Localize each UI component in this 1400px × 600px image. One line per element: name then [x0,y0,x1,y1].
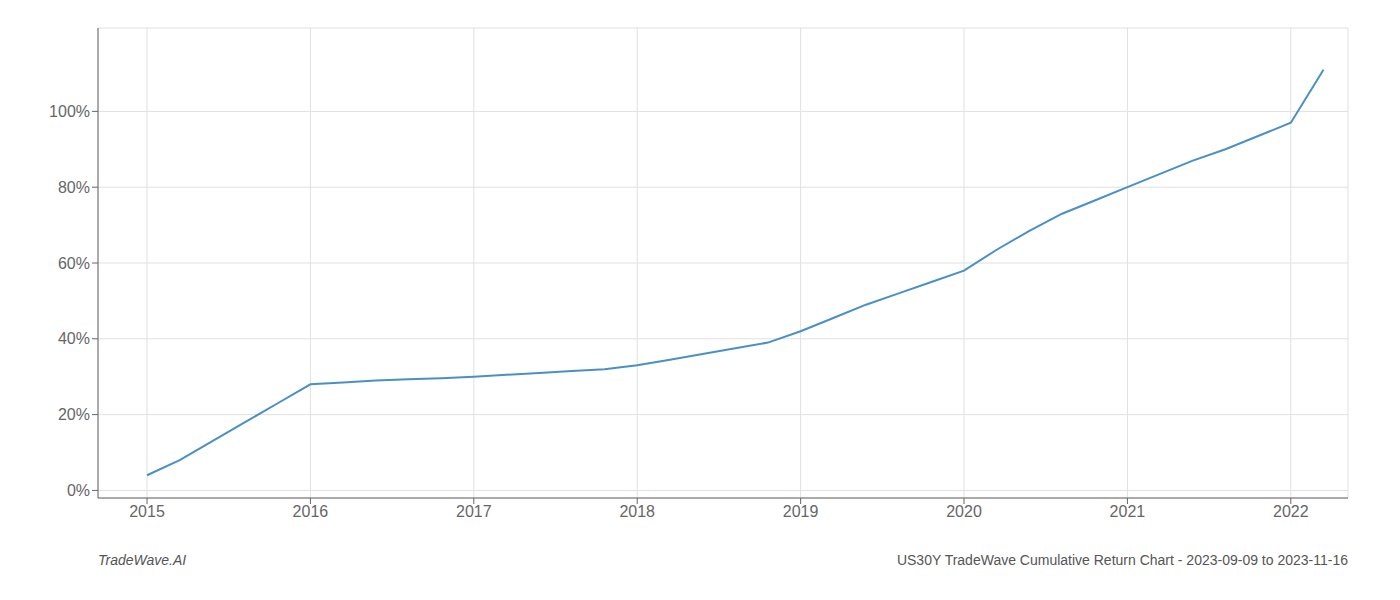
svg-text:2022: 2022 [1273,503,1309,520]
svg-text:2017: 2017 [456,503,492,520]
svg-text:2015: 2015 [129,503,165,520]
svg-text:2016: 2016 [293,503,329,520]
svg-text:40%: 40% [58,330,90,347]
svg-text:60%: 60% [58,255,90,272]
svg-text:2021: 2021 [1110,503,1146,520]
svg-text:2018: 2018 [619,503,655,520]
html-text:US30Y TradeWave Cumulative Ret: US30Y TradeWave Cumulative Return Chart … [896,552,1348,568]
svg-text:2019: 2019 [783,503,819,520]
svg-text:20%: 20% [58,406,90,423]
svg-text:0%: 0% [67,482,90,499]
svg-text:80%: 80% [58,179,90,196]
html-text:TradeWave.AI: TradeWave.AI [98,552,187,568]
svg-text:100%: 100% [49,103,90,120]
svg-text:2020: 2020 [946,503,982,520]
